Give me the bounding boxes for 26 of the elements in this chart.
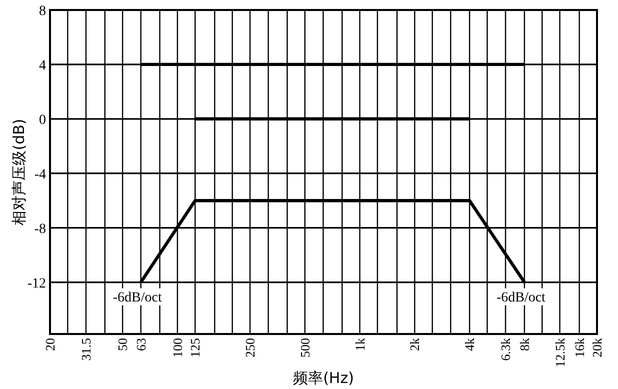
x-tick-label: 250 xyxy=(242,338,258,358)
y-tick-label: -8 xyxy=(34,222,46,237)
annotation: -6dB/oct xyxy=(112,290,162,306)
x-tick-label: 100 xyxy=(170,338,185,358)
y-axis-title: 相对声压级(dB) xyxy=(10,118,28,226)
annotation: -6dB/oct xyxy=(496,290,546,306)
y-tick-label: 0 xyxy=(39,112,46,128)
x-tick-label: 63 xyxy=(133,338,148,351)
y-tick-label: -4 xyxy=(34,167,46,182)
x-tick-label: 12.5k xyxy=(552,338,568,368)
x-tick-label: 4k xyxy=(462,338,478,351)
x-tick-label: 20k xyxy=(590,338,604,358)
x-tick-label: 125 xyxy=(188,338,203,358)
y-tick-label: 4 xyxy=(39,58,46,74)
x-tick-label: 500 xyxy=(297,338,312,358)
y-tick-label: -12 xyxy=(27,276,46,292)
x-tick-label: 16k xyxy=(572,338,587,358)
x-tick-label: 50 xyxy=(115,338,130,351)
y-tick-label: 8 xyxy=(39,4,46,19)
x-tick-label: 1k xyxy=(352,338,368,351)
x-axis-title: 频率(Hz) xyxy=(293,369,354,387)
x-tick-label: 31.5 xyxy=(78,338,94,361)
x-tick-label: 6.3k xyxy=(498,338,514,361)
x-tick-label: 2k xyxy=(407,338,422,351)
x-tick-label: 8k xyxy=(516,338,532,351)
x-tick-label: 20 xyxy=(42,338,58,351)
